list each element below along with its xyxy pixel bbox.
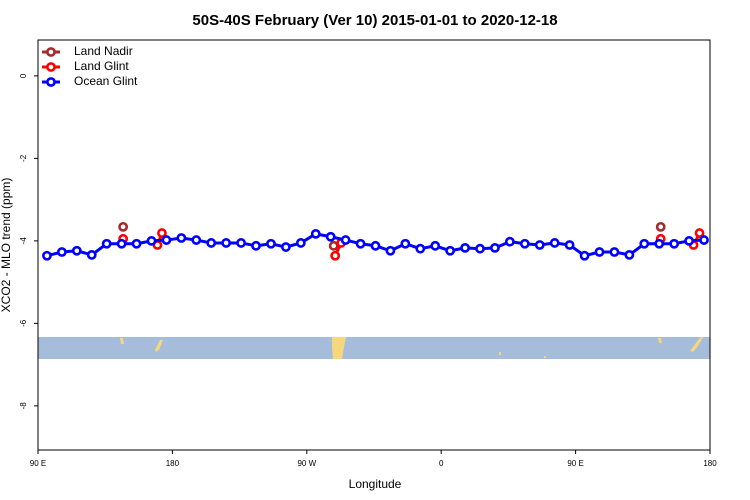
x-tick-label: 90 E bbox=[567, 459, 583, 468]
data-point bbox=[370, 240, 381, 251]
data-point bbox=[385, 245, 396, 256]
data-point bbox=[400, 238, 411, 249]
data-point bbox=[161, 235, 172, 245]
data-point bbox=[430, 240, 441, 251]
y-tick-label: -6 bbox=[19, 319, 28, 327]
x-tick-label: 90 E bbox=[30, 459, 46, 468]
data-point bbox=[669, 238, 680, 249]
data-point bbox=[206, 238, 217, 248]
data-point bbox=[609, 247, 620, 257]
y-tick-label: -2 bbox=[19, 154, 28, 162]
legend-marker bbox=[46, 47, 56, 57]
x-tick-label: 180 bbox=[166, 459, 180, 468]
y-tick-label: -4 bbox=[19, 237, 28, 245]
data-point bbox=[266, 238, 276, 249]
data-point bbox=[42, 250, 52, 261]
x-axis-label: Longitude bbox=[349, 477, 402, 491]
data-point bbox=[131, 238, 142, 249]
y-tick-label: 0 bbox=[19, 73, 28, 78]
x-tick-label: 90 W bbox=[297, 459, 316, 468]
data-point bbox=[490, 242, 500, 253]
data-point bbox=[475, 243, 485, 254]
data-point bbox=[101, 238, 112, 249]
legend-label: Land Glint bbox=[74, 59, 129, 73]
legend-marker bbox=[46, 77, 56, 87]
data-point bbox=[355, 238, 366, 249]
data-point bbox=[519, 238, 530, 249]
data-point bbox=[236, 238, 246, 248]
data-point bbox=[310, 228, 321, 239]
data-point bbox=[594, 247, 605, 257]
data-point bbox=[415, 243, 426, 254]
data-point bbox=[655, 221, 666, 232]
data-point bbox=[221, 238, 232, 248]
data-point bbox=[654, 238, 665, 249]
data-point bbox=[694, 228, 705, 238]
data-point bbox=[86, 249, 97, 260]
data-point bbox=[295, 238, 306, 248]
data-point bbox=[157, 228, 167, 238]
data-point bbox=[699, 235, 709, 245]
x-tick-label: 180 bbox=[703, 459, 717, 468]
data-point bbox=[176, 233, 187, 243]
data-point bbox=[564, 240, 575, 250]
data-point bbox=[328, 240, 339, 251]
data-point bbox=[71, 245, 82, 256]
data-point bbox=[534, 240, 545, 250]
data-point bbox=[325, 231, 336, 242]
data-point bbox=[340, 235, 351, 245]
data-point bbox=[684, 235, 694, 246]
data-point bbox=[251, 240, 261, 251]
data-point bbox=[146, 235, 157, 246]
data-point bbox=[579, 250, 590, 261]
chart-title: 50S-40S February (Ver 10) 2015-01-01 to … bbox=[192, 12, 557, 29]
data-point bbox=[118, 221, 129, 232]
data-point bbox=[639, 238, 650, 249]
data-point bbox=[330, 250, 341, 261]
data-point bbox=[116, 238, 127, 249]
data-point bbox=[280, 242, 291, 252]
data-point bbox=[504, 236, 515, 247]
data-point bbox=[445, 245, 456, 256]
data-point bbox=[624, 249, 635, 260]
x-tick-label: 0 bbox=[439, 459, 444, 468]
data-point bbox=[549, 238, 560, 248]
y-tick-label: -8 bbox=[19, 402, 28, 410]
plot-frame bbox=[37, 39, 711, 451]
land-ocean-strip bbox=[38, 337, 710, 359]
data-point bbox=[191, 235, 202, 245]
legend-label: Land Nadir bbox=[74, 44, 133, 58]
data-point bbox=[56, 247, 67, 257]
legend-label: Ocean Glint bbox=[74, 74, 138, 88]
legend-marker bbox=[46, 62, 56, 72]
y-axis-label: XCO2 - MLO trend (ppm) bbox=[0, 178, 13, 313]
data-point bbox=[460, 242, 470, 253]
